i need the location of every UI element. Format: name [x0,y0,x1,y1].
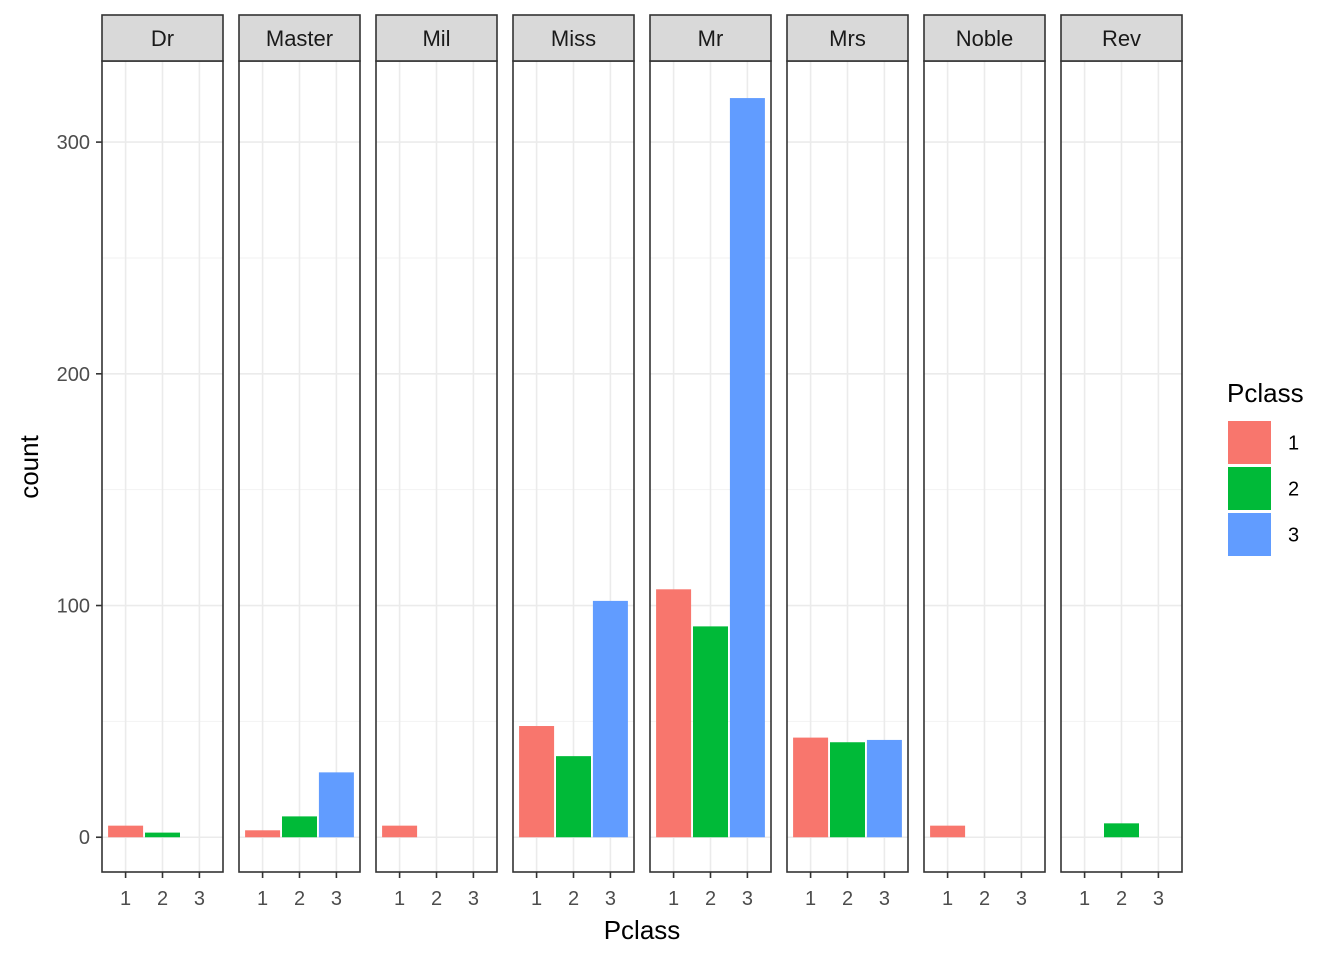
bar-mr-pclass-3 [729,98,765,838]
facet-strip [375,14,498,62]
facet-panel-mrs: Mrs 1 2 3 [786,14,909,910]
x-tick-label: 1 [394,888,405,910]
bar-mr-pclass-2 [693,626,728,838]
x-tick-label: 2 [1116,888,1127,910]
facet-panel-master: Master 1 2 3 [238,14,361,910]
bar-mrs-pclass-1 [793,737,829,838]
facet-panel-noble: Noble 1 2 3 [923,14,1046,910]
facet-strip [1060,14,1183,62]
legend-key-3 [1228,513,1271,556]
legend-title: Pclass [1227,378,1304,408]
y-tick-label: 300 [57,132,90,154]
facet-strip [923,14,1046,62]
facet-strip-label: Miss [551,26,596,51]
facet-panel-miss: Miss 1 2 3 [512,14,635,910]
facet-panel-mr: Mr 1 2 3 [649,14,772,910]
bar-dr-pclass-2 [145,832,180,838]
bar-master-pclass-2 [282,816,317,838]
x-tick-label: 3 [331,888,342,910]
bar-miss-pclass-2 [556,756,591,838]
bar-master-pclass-3 [318,772,354,838]
bar-rev-pclass-2 [1104,823,1139,838]
facet-strip-label: Mr [698,26,724,51]
x-tick-label: 3 [1016,888,1027,910]
y-axis: 0 100 200 300 [57,132,102,849]
x-axis-title: Pclass [604,915,681,945]
legend-label-1: 1 [1288,433,1299,455]
x-tick-label: 2 [705,888,716,910]
x-tick-label: 2 [842,888,853,910]
x-tick-label: 3 [879,888,890,910]
x-tick-label: 1 [257,888,268,910]
x-tick-label: 2 [431,888,442,910]
facet-panel-dr: Dr 1 2 3 [101,14,224,910]
facet-strip [101,14,224,62]
facet-strip [649,14,772,62]
x-tick-label: 3 [194,888,205,910]
legend-key-1 [1228,421,1271,464]
x-tick-label: 3 [1153,888,1164,910]
x-tick-label: 1 [668,888,679,910]
y-axis-title: count [14,434,44,498]
bar-mrs-pclass-3 [866,739,902,838]
legend-label-3: 3 [1288,525,1299,547]
y-tick-label: 100 [57,596,90,618]
x-tick-label: 1 [531,888,542,910]
bar-noble-pclass-1 [930,825,966,838]
x-tick-label: 2 [568,888,579,910]
bar-dr-pclass-1 [108,825,144,838]
x-tick-label: 1 [942,888,953,910]
facet-strip-label: Mrs [829,26,866,51]
x-tick-label: 1 [805,888,816,910]
x-tick-label: 3 [605,888,616,910]
facet-strip-label: Master [266,26,333,51]
bar-mrs-pclass-2 [830,742,865,838]
facet-panel-rev: Rev 1 2 3 [1060,14,1183,910]
y-tick-label: 200 [57,364,90,386]
facet-strip [512,14,635,62]
x-tick-label: 2 [157,888,168,910]
facet-strip [238,14,361,62]
y-tick-label: 0 [79,827,90,849]
facet-strip-label: Rev [1102,26,1141,51]
facet-strip-label: Dr [151,26,174,51]
x-tick-label: 3 [468,888,479,910]
legend-key-2 [1228,467,1271,510]
facet-strip-label: Mil [422,26,450,51]
x-tick-label: 1 [120,888,131,910]
facet-strip [786,14,909,62]
bar-miss-pclass-3 [592,600,628,838]
legend: Pclass 1 2 3 [1227,378,1304,556]
bar-mil-pclass-1 [382,825,418,838]
x-tick-label: 2 [294,888,305,910]
facet-strip-label: Noble [956,26,1013,51]
bar-master-pclass-1 [245,830,281,838]
legend-label-2: 2 [1288,479,1299,501]
bar-miss-pclass-1 [519,726,555,838]
x-tick-label: 1 [1079,888,1090,910]
bar-mr-pclass-1 [656,589,692,838]
x-tick-label: 3 [742,888,753,910]
facet-panel-mil: Mil 1 2 3 [375,14,498,910]
x-tick-label: 2 [979,888,990,910]
